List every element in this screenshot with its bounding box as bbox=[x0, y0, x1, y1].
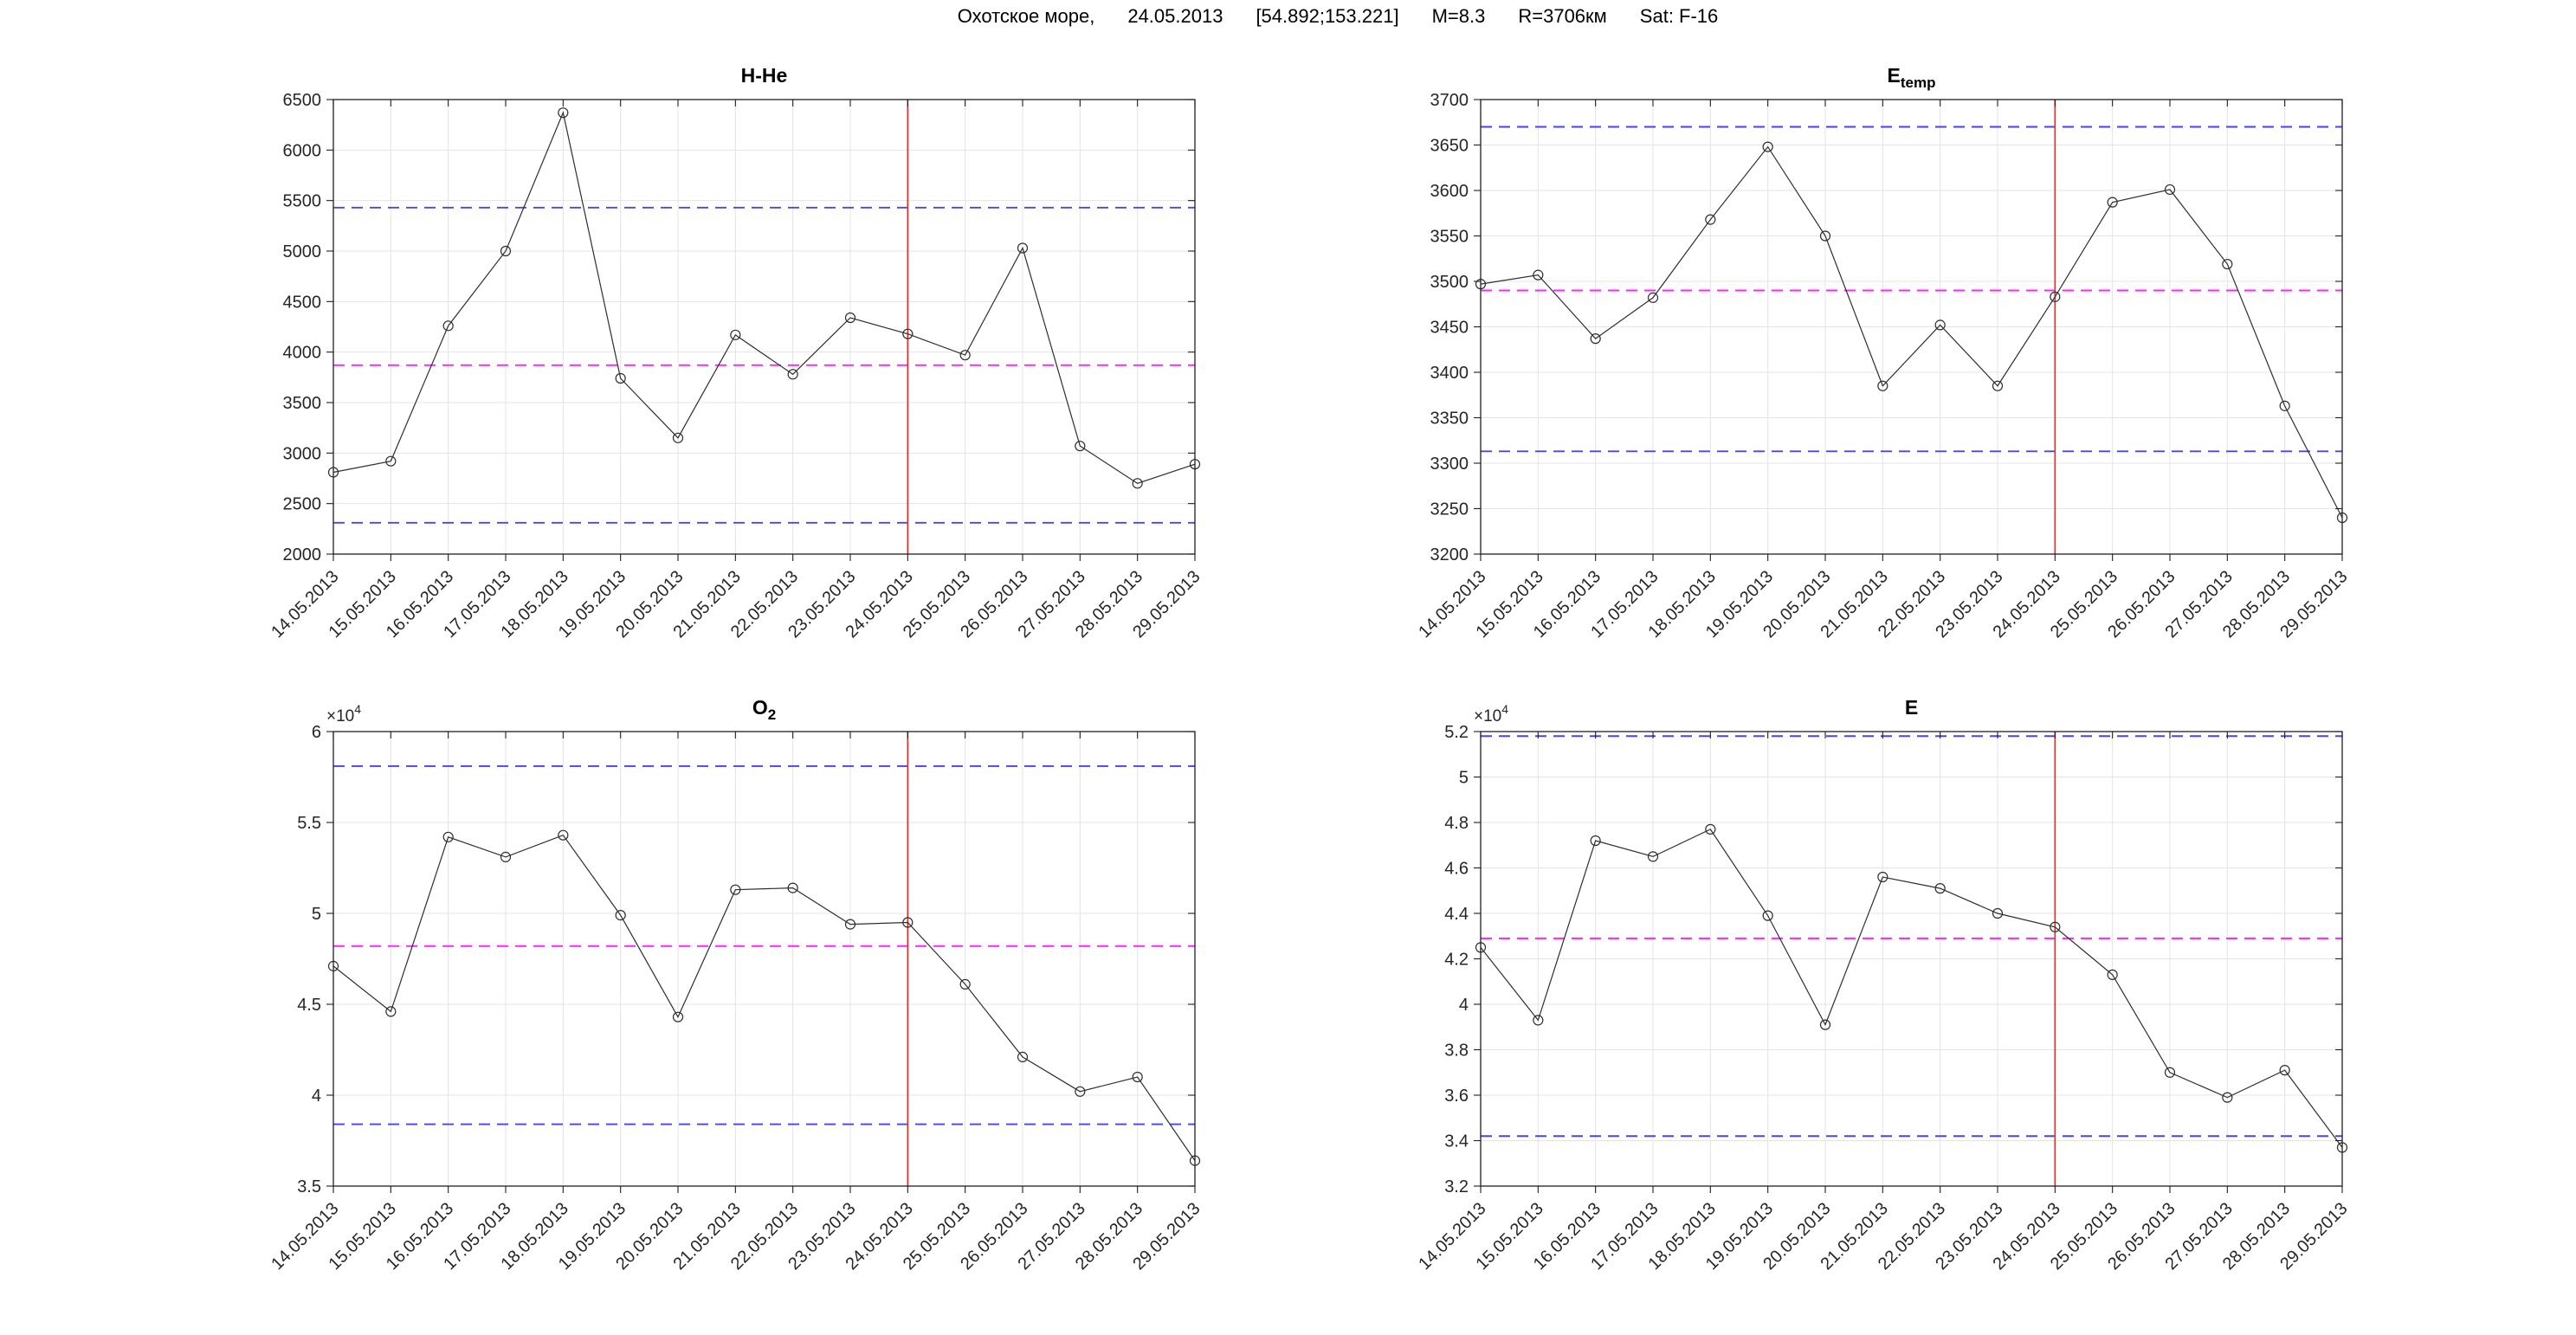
chart-panel-e-temp: 3200 3250 3300 3350 3400 3450 3500 3550 3600 3650… bbox=[1359, 48, 2390, 688]
chart-title: O2 bbox=[752, 696, 776, 723]
chart-title: E bbox=[1905, 696, 1918, 719]
data-point-markers bbox=[327, 107, 1201, 489]
chart-o2: 3.5 4 4.5 5 5.5 6 14.05.201315.05.201316.05.20… bbox=[268, 696, 1204, 1274]
grid-lines bbox=[1480, 99, 2343, 555]
y-tick-label: 4.2 bbox=[1444, 951, 1469, 970]
y-tick-label: 4.8 bbox=[1444, 814, 1469, 833]
y-tick-label: 3700 bbox=[1430, 91, 1469, 110]
y-tick-label: 3450 bbox=[1430, 319, 1469, 338]
axis-scale-label: ×104 bbox=[1474, 702, 1508, 726]
y-tick-label: 5.2 bbox=[1444, 723, 1469, 742]
y-tick-label: 6500 bbox=[283, 91, 322, 110]
x-tick-labels: 14.05.201315.05.201316.05.201317.05.2013… bbox=[1415, 1199, 2351, 1274]
y-tick-label: 6000 bbox=[283, 141, 322, 160]
series-line bbox=[1480, 829, 2343, 1148]
chart-panel-h-he: 2000 2500 3000 3500 4000 4500 5000 5500 6000 6500… bbox=[212, 48, 1243, 688]
series-line bbox=[332, 834, 1196, 1161]
y-tick-labels: 2000 2500 3000 3500 4000 4500 5000 5500 6000 6500 bbox=[283, 91, 322, 564]
axis-ticks bbox=[1474, 731, 2343, 1193]
chart-title: Etemp bbox=[1888, 64, 1936, 91]
y-tick-label: 3.2 bbox=[1444, 1177, 1469, 1196]
y-tick-label: 3000 bbox=[283, 444, 322, 463]
y-tick-label: 3400 bbox=[1430, 364, 1469, 383]
chart-title: H-He bbox=[741, 64, 788, 87]
x-tick-labels: 14.05.201315.05.201316.05.201317.05.2013… bbox=[268, 567, 1204, 642]
y-tick-label: 2500 bbox=[283, 495, 322, 514]
y-tick-label: 3500 bbox=[1430, 273, 1469, 292]
y-tick-label: 5 bbox=[312, 905, 321, 924]
y-tick-label: 3350 bbox=[1430, 410, 1469, 429]
y-tick-label: 3200 bbox=[1430, 545, 1469, 564]
y-tick-label: 4.5 bbox=[297, 996, 321, 1015]
y-tick-labels: 3200 3250 3300 3350 3400 3450 3500 3550 3600 3650… bbox=[1430, 91, 1469, 564]
y-tick-label: 3.4 bbox=[1444, 1132, 1469, 1151]
series-line bbox=[332, 111, 1196, 484]
title-coordinates: [54.892;153.221] bbox=[1256, 5, 1399, 27]
grid-lines bbox=[332, 99, 1196, 555]
y-tick-label: 6 bbox=[312, 723, 321, 742]
y-tick-label: 3600 bbox=[1430, 182, 1469, 201]
y-tick-label: 3.5 bbox=[297, 1177, 321, 1196]
chart-e: 3.2 3.4 3.6 3.8 4 4.2 4.4 4.6 4.8 5 5.2 14.05.20131… bbox=[1415, 696, 2351, 1274]
y-tick-label: 3300 bbox=[1430, 455, 1469, 474]
axis-ticks bbox=[326, 731, 1196, 1193]
axis-scale-label: ×104 bbox=[326, 702, 361, 726]
y-tick-label: 4.4 bbox=[1444, 905, 1469, 924]
grid-lines bbox=[332, 731, 1196, 1187]
title-date: 24.05.2013 bbox=[1127, 5, 1223, 27]
y-tick-label: 3550 bbox=[1430, 228, 1469, 247]
data-point-markers bbox=[1475, 141, 2348, 524]
title-magnitude: M=8.3 bbox=[1431, 5, 1486, 27]
title-radius: R=3706км bbox=[1518, 5, 1607, 27]
y-tick-label: 4.6 bbox=[1444, 860, 1469, 879]
chart-panel-o2: 3.5 4 4.5 5 5.5 6 14.05.2013 15.05.2013 16.05.20… bbox=[212, 680, 1243, 1320]
y-tick-label: 3650 bbox=[1430, 137, 1469, 156]
y-tick-label: 4500 bbox=[283, 293, 322, 312]
y-tick-label: 4 bbox=[312, 1087, 321, 1106]
y-tick-label: 5 bbox=[1459, 769, 1469, 788]
chart-e-temp: 3200 3250 3300 3350 3400 3450 3500 3550 3600 3650… bbox=[1415, 64, 2351, 642]
axis-ticks bbox=[326, 99, 1196, 561]
y-tick-label: 3.6 bbox=[1444, 1087, 1469, 1106]
data-point-markers bbox=[327, 829, 1201, 1166]
y-tick-label: 4000 bbox=[283, 344, 322, 363]
figure-title: Охотское море, 24.05.2013 [54.892;153.221]… bbox=[100, 5, 2576, 28]
y-tick-label: 5500 bbox=[283, 192, 322, 211]
y-tick-label: 4 bbox=[1459, 996, 1469, 1015]
y-tick-label: 5.5 bbox=[297, 814, 321, 833]
data-point-markers bbox=[1475, 823, 2348, 1153]
y-tick-label: 2000 bbox=[283, 545, 322, 564]
y-tick-labels: 3.2 3.4 3.6 3.8 4 4.2 4.4 4.6 4.8 5 5.2 bbox=[1444, 723, 1469, 1196]
x-tick-labels: 14.05.201315.05.201316.05.201317.05.2013… bbox=[1415, 567, 2351, 642]
axis-ticks bbox=[1474, 99, 2343, 561]
y-tick-labels: 3.5 4 4.5 5 5.5 6 bbox=[297, 723, 321, 1196]
x-tick-labels: 14.05.201315.05.201316.05.201317.05.2013… bbox=[268, 1199, 1204, 1274]
series-line bbox=[1480, 145, 2343, 519]
chart-panel-e: 3.2 3.4 3.6 3.8 4 4.2 4.4 4.6 4.8 5 5.2 14.05.2013 1… bbox=[1359, 680, 2390, 1320]
y-tick-label: 3.8 bbox=[1444, 1042, 1469, 1061]
y-tick-label: 3250 bbox=[1430, 500, 1469, 519]
y-tick-label: 3500 bbox=[283, 394, 322, 413]
title-location: Охотское море, bbox=[957, 5, 1095, 27]
axis-box bbox=[332, 731, 1196, 1187]
title-satellite: Sat: F-16 bbox=[1639, 5, 1719, 27]
y-tick-label: 5000 bbox=[283, 242, 322, 261]
axis-box bbox=[332, 99, 1196, 555]
grid-lines bbox=[1480, 731, 2343, 1187]
chart-h-he: 2000 2500 3000 3500 4000 4500 5000 5500 6000 6500… bbox=[268, 64, 1204, 642]
